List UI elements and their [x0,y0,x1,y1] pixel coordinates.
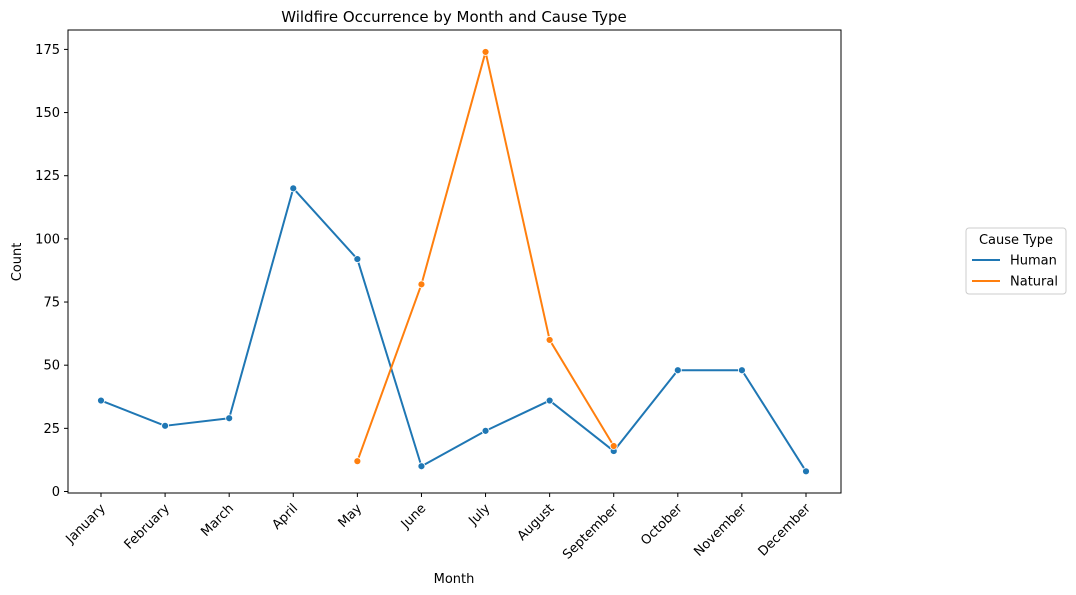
x-tick-label: March [198,501,237,540]
data-point [225,414,234,423]
data-point [545,336,554,344]
data-point [97,396,105,405]
y-axis: 0 25 50 75 100 125 150 175 [35,43,68,500]
data-point [609,442,618,450]
series-human [97,184,810,476]
legend-label: Human [1010,254,1057,269]
series-line [100,187,807,472]
data-point [353,255,362,263]
x-tick-label: April [269,501,301,533]
x-tick-label: August [515,501,558,544]
data-point [481,426,490,435]
y-tick-label: 0 [52,485,60,500]
data-point [738,366,746,375]
legend: Cause Type Human Natural [965,227,1067,295]
data-point [481,48,490,56]
x-tick-label: July [466,501,494,529]
y-tick-label: 25 [43,422,60,437]
y-tick-label: 150 [35,106,60,121]
data-point [289,184,298,193]
x-tick-label: September [560,501,622,563]
legend-label: Natural [1010,275,1058,290]
data-point [417,462,426,471]
data-point [545,396,554,405]
y-tick-label: 50 [43,359,60,374]
plot-frame [67,29,842,494]
x-tick-label: June [398,501,429,532]
data-point [353,457,362,466]
x-axis: January February March April May June July Augu… [63,493,815,563]
y-tick-label: 125 [35,169,60,184]
data-point [417,280,426,289]
x-tick-label: October [638,501,686,549]
x-axis-title: Month [434,572,475,587]
x-tick-label: May [336,501,366,531]
x-tick-label: February [122,501,174,553]
x-tick-label: January [63,501,109,547]
data-point [673,366,682,375]
legend-frame [965,227,1067,295]
plot-area [67,29,842,494]
legend-title: Cause Type [979,233,1053,248]
y-axis-title: Count [10,243,25,282]
y-tick-label: 75 [43,296,60,311]
y-tick-label: 100 [35,232,60,247]
x-tick-label: November [691,501,750,560]
y-tick-label: 175 [35,43,60,58]
x-tick-label: December [756,501,815,560]
data-point [802,467,810,476]
series-line [356,50,615,462]
series-natural [353,48,618,466]
data-point [161,421,169,430]
series-layer [97,48,810,476]
chart-title: Wildfire Occurrence by Month and Cause T… [281,8,627,26]
